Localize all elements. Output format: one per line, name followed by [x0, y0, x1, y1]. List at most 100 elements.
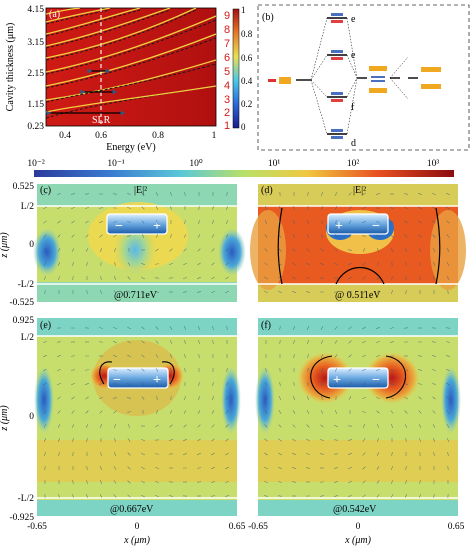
- field-arrow: [362, 438, 366, 442]
- y-axis-label: Cavity thickness (μm): [5, 23, 16, 112]
- field-arrow: [390, 248, 394, 252]
- field-arrow: [277, 495, 283, 497]
- field-arrow: [99, 424, 103, 428]
- field-arrow: [279, 325, 281, 331]
- vector-field-arrows: [42, 191, 451, 499]
- charge-sign: −: [115, 219, 123, 234]
- field-arrow: [390, 234, 394, 238]
- field-arrow: [100, 275, 102, 281]
- field-arrow: [154, 263, 160, 265]
- field-arrow: [43, 396, 47, 400]
- mode-number: 2: [224, 107, 230, 119]
- field-arrow: [169, 262, 173, 266]
- field-arrow: [99, 234, 103, 238]
- field-arrow: [278, 396, 282, 400]
- field-arrow: [291, 467, 297, 469]
- field-arrow: [306, 410, 310, 414]
- field-arrow: [432, 396, 436, 400]
- field-arrow: [433, 262, 435, 266]
- field-arrow: [404, 234, 408, 238]
- field-arrow: [212, 205, 214, 211]
- field-arrow: [446, 396, 450, 400]
- field-arrow: [70, 355, 76, 357]
- x-tick: 0.6: [95, 131, 107, 141]
- field-arrow: [98, 327, 104, 329]
- x-axis-label: x (μm): [344, 535, 372, 546]
- field-arrow: [85, 396, 89, 400]
- field-arrow: [155, 248, 159, 252]
- colorbar-tick: 0.2: [241, 99, 252, 109]
- field-arrow: [56, 341, 62, 343]
- field-arrow: [141, 396, 145, 400]
- x-tick: 0: [356, 522, 361, 532]
- field-arrow: [184, 395, 186, 401]
- field-arrow: [43, 382, 47, 386]
- field-arrow: [404, 207, 408, 209]
- field-arrow: [210, 481, 216, 483]
- field-arrow: [155, 481, 159, 483]
- field-arrow: [58, 262, 60, 266]
- energy-label: @0.667eV: [110, 504, 154, 515]
- field-arrow: [265, 191, 267, 197]
- field-arrow: [141, 192, 145, 196]
- field-arrow: [278, 438, 282, 442]
- field-arrow: [293, 339, 295, 345]
- panel-b: (b): [257, 4, 470, 151]
- field-arrow: [321, 205, 323, 211]
- field-arrow: [43, 438, 47, 442]
- field-arrow: [183, 424, 187, 428]
- y-tick: 1.15: [27, 100, 44, 110]
- field-arrow: [72, 262, 74, 266]
- field-arrow: [278, 452, 282, 456]
- field-arrow: [86, 465, 88, 471]
- field-arrow: [433, 493, 435, 499]
- field-arrow: [419, 479, 421, 485]
- field-arrow: [225, 424, 229, 428]
- panel-a-colorbar: [232, 8, 240, 129]
- field-arrow: [335, 219, 337, 225]
- field-arrow: [403, 193, 409, 195]
- field-arrow: [71, 220, 75, 224]
- field-arrow: [112, 369, 118, 371]
- field-arrow: [71, 410, 75, 414]
- field-arrow: [404, 383, 408, 385]
- field-arrow: [141, 276, 145, 280]
- field-arrow: [264, 466, 268, 470]
- field-arrow: [292, 248, 296, 252]
- field-arrow: [182, 467, 188, 469]
- field-arrow: [127, 262, 131, 266]
- field-arrow: [184, 219, 186, 225]
- charge-sign: −: [113, 373, 121, 388]
- field-arrow: [211, 234, 215, 238]
- field-arrow: [210, 495, 216, 497]
- energy-label: @0.711eV: [114, 290, 158, 301]
- field-arrow: [264, 220, 268, 224]
- x-tick: -0.65: [248, 522, 268, 532]
- field-arrow: [43, 248, 47, 252]
- field-arrow: [84, 193, 90, 195]
- field-arrow: [278, 424, 282, 428]
- field-arrow: [278, 276, 282, 280]
- field-arrow: [376, 494, 380, 498]
- field-arrow: [226, 367, 228, 373]
- field-arrow: [141, 368, 145, 372]
- field-arrow: [99, 480, 103, 484]
- field-arrow: [432, 424, 436, 428]
- field-arrow: [56, 355, 62, 357]
- field-arrow: [264, 452, 268, 456]
- field-arrow: [126, 221, 132, 223]
- field-arrow: [98, 207, 104, 209]
- field-arrow: [391, 275, 393, 281]
- field-arrow: [197, 276, 201, 280]
- field-arrow: [85, 220, 89, 224]
- field-arrow: [432, 368, 436, 372]
- level-label: f: [351, 102, 355, 113]
- field-map: [258, 318, 458, 516]
- field-arrow: [57, 234, 61, 238]
- z-tick: -0.925: [9, 513, 34, 523]
- field-arrow: [141, 263, 145, 265]
- field-arrow: [226, 191, 228, 197]
- field-arrow: [127, 354, 131, 358]
- field-arrow: [198, 339, 200, 345]
- colorbar-tick: 10⁻¹: [107, 159, 125, 169]
